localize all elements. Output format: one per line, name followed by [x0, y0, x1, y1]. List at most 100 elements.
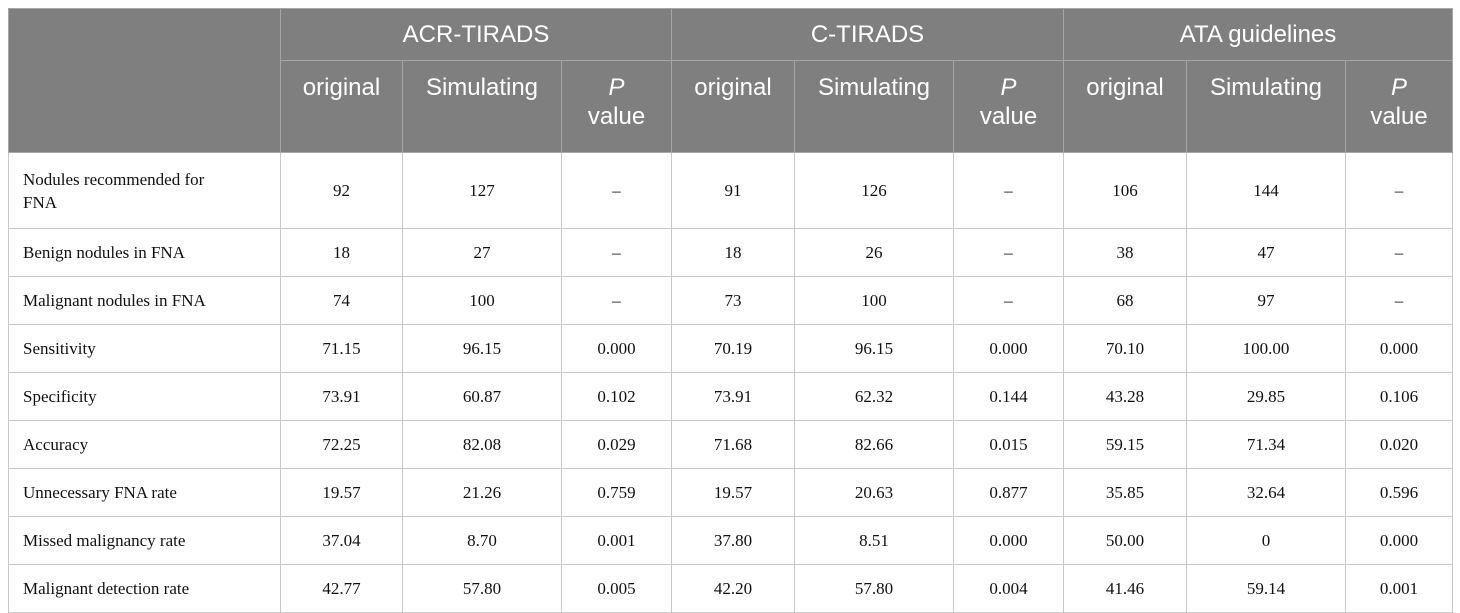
cell: 50.00 [1063, 516, 1187, 565]
cell: 0.759 [561, 468, 672, 517]
cell: 0.005 [561, 564, 672, 613]
cell: 106 [1063, 152, 1187, 229]
cell: 59.15 [1063, 420, 1187, 469]
subheader: original [280, 60, 403, 153]
cell: 38 [1063, 228, 1187, 277]
results-table: ACR-TIRADS C-TIRADS ATA guidelines original… [8, 8, 1454, 613]
cell: 91 [671, 152, 795, 229]
cell: 20.63 [794, 468, 954, 517]
data-row: Missed malignancy rate 37.04 8.70 0.001 37.8… [8, 516, 1454, 565]
data-row: Accuracy 72.25 82.08 0.029 71.68 82.66 0.015 59… [8, 420, 1454, 469]
row-label: Malignant nodules in FNA [8, 276, 281, 325]
row-label: Specificity [8, 372, 281, 421]
cell: 0.596 [1344, 468, 1454, 517]
cell: 27 [402, 228, 562, 277]
subheader: Simulating [402, 60, 562, 153]
cell: 35.85 [1063, 468, 1187, 517]
cell: 19.57 [671, 468, 795, 517]
cell: 0.102 [561, 372, 672, 421]
cell: 0.020 [1344, 420, 1454, 469]
cell: – [1344, 152, 1454, 229]
cell: 8.51 [794, 516, 954, 565]
cell: – [1344, 228, 1454, 277]
cell: 71.68 [671, 420, 795, 469]
row-label: Accuracy [8, 420, 281, 469]
cell: 26 [794, 228, 954, 277]
subheader: Simulating [1186, 60, 1346, 153]
subheader-part: value [587, 103, 646, 130]
cell: 41.46 [1063, 564, 1187, 613]
cell: 0.004 [953, 564, 1064, 613]
group-header: ACR-TIRADS [280, 8, 672, 61]
row-label: Unnecessary FNA rate [8, 468, 281, 517]
cell: 57.80 [402, 564, 562, 613]
cell: 72.25 [280, 420, 403, 469]
cell: – [561, 276, 672, 325]
cell: 42.77 [280, 564, 403, 613]
cell: 47 [1186, 228, 1346, 277]
group-header: C-TIRADS [671, 8, 1064, 61]
cell: 59.14 [1186, 564, 1346, 613]
subheader: Simulating [794, 60, 954, 153]
cell: 97 [1186, 276, 1346, 325]
cell: 57.80 [794, 564, 954, 613]
corner-cell [8, 8, 281, 153]
data-row: Benign nodules in FNA 18 27–18 26–38 47– [8, 228, 1454, 277]
cell: 0.000 [1344, 324, 1454, 373]
subheader: original [671, 60, 795, 153]
row-label: Nodules recommended for FNA [8, 152, 281, 229]
cell: 92 [280, 152, 403, 229]
cell: 96.15 [794, 324, 954, 373]
row-label: Sensitivity [8, 324, 281, 373]
cell: 18 [280, 228, 403, 277]
data-row: Sensitivity 71.15 96.15 0.000 70.19 96.15 0.00… [8, 324, 1454, 373]
cell: 0.000 [1344, 516, 1454, 565]
cell: – [953, 228, 1064, 277]
table-container: ACR-TIRADS C-TIRADS ATA guidelines original… [8, 8, 1454, 613]
cell: 0 [1186, 516, 1346, 565]
subheader-part: P [1000, 74, 1017, 101]
cell: 100 [402, 276, 562, 325]
cell: 68 [1063, 276, 1187, 325]
cell: – [953, 152, 1064, 229]
cell: 73.91 [280, 372, 403, 421]
cell: 42.20 [671, 564, 795, 613]
cell: 18 [671, 228, 795, 277]
cell: – [561, 152, 672, 229]
cell: 0.001 [561, 516, 672, 565]
cell: – [1344, 276, 1454, 325]
cell: 0.015 [953, 420, 1064, 469]
data-row: Nodules recommended for FNA 92 127–91 126–1… [8, 152, 1454, 229]
data-row: Malignant nodules in FNA 74 100–73 100–68 97… [8, 276, 1454, 325]
cell: 71.34 [1186, 420, 1346, 469]
cell: 37.80 [671, 516, 795, 565]
cell: 19.57 [280, 468, 403, 517]
cell: 0.029 [561, 420, 672, 469]
subheader-part: value [979, 103, 1038, 130]
group-header: ATA guidelines [1062, 8, 1454, 61]
cell: 70.19 [671, 324, 795, 373]
cell: 60.87 [402, 372, 562, 421]
cell: 144 [1186, 152, 1346, 229]
cell: 100 [794, 276, 954, 325]
cell: 70.10 [1063, 324, 1187, 373]
cell: 0.877 [953, 468, 1064, 517]
cell: 0.001 [1344, 564, 1454, 613]
cell: 21.26 [402, 468, 562, 517]
subheader-part: value [1370, 103, 1428, 130]
data-row: Unnecessary FNA rate 19.57 21.26 0.759 19.57… [8, 468, 1454, 517]
subheader-part: P [608, 74, 625, 101]
cell: 74 [280, 276, 403, 325]
cell: 127 [402, 152, 562, 229]
cell: 0.000 [953, 324, 1064, 373]
cell: 37.04 [280, 516, 403, 565]
row-label: Benign nodules in FNA [8, 228, 281, 277]
header-row: ACR-TIRADS C-TIRADS ATA guidelines [8, 8, 1454, 153]
cell: 126 [794, 152, 954, 229]
subheader-part: P [1391, 74, 1408, 101]
